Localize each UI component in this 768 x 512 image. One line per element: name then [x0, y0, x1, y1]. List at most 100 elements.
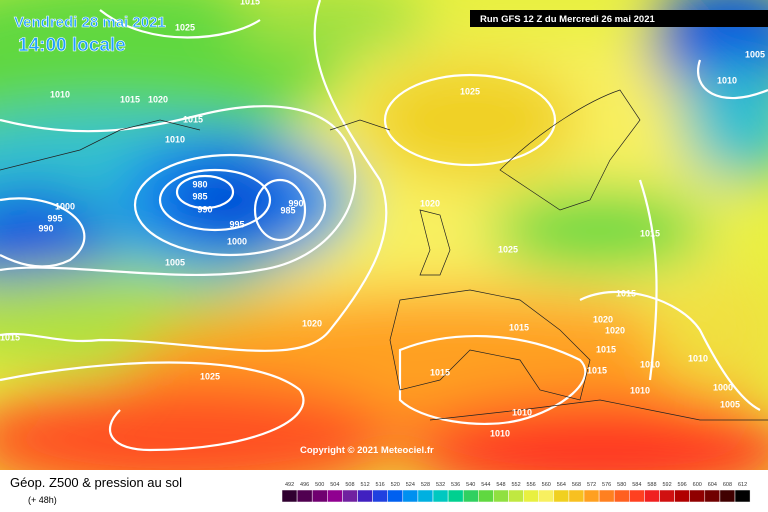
scale-label: 500 [315, 482, 324, 488]
scale-label: 496 [300, 482, 309, 488]
isobar-label: 985 [192, 191, 207, 201]
isobar-label: 1015 [616, 288, 636, 298]
scale-label: 556 [527, 482, 536, 488]
isobar-label: 1005 [165, 257, 185, 267]
isobar-label: 990 [38, 223, 53, 233]
coastlines [0, 89, 768, 421]
isobar-label: 1010 [630, 385, 650, 395]
isobar-label: 985 [280, 205, 295, 215]
scale-label: 504 [330, 482, 339, 488]
scale-label: 536 [451, 482, 460, 488]
scale-label: 608 [723, 482, 732, 488]
scale-label: 560 [542, 482, 551, 488]
scale-label: 520 [391, 482, 400, 488]
scale-swatch [372, 489, 388, 503]
scale-label: 512 [360, 482, 369, 488]
valid-date: Vendredi 28 mai 2021 [14, 14, 166, 31]
isobar-label: 1005 [745, 49, 765, 59]
scale-swatch [568, 489, 585, 503]
isobar-label: 1015 [596, 344, 616, 354]
isobar-label: 1000 [713, 382, 733, 392]
isobar-label: 1015 [509, 322, 529, 332]
scale-label: 552 [511, 482, 520, 488]
isobar-label: 1015 [0, 332, 20, 342]
scale-label: 544 [481, 482, 490, 488]
scale-swatch [629, 489, 645, 503]
isobar-label: 980 [192, 179, 207, 189]
isobar-label: 1005 [720, 399, 740, 409]
run-info: Run GFS 12 Z du Mercredi 26 mai 2021 [480, 14, 655, 25]
scale-label: 548 [496, 482, 505, 488]
scale-label: 584 [632, 482, 641, 488]
scale-label: 568 [572, 482, 581, 488]
scale-swatch [432, 489, 449, 503]
scale-swatch [387, 489, 404, 503]
color-scale: 492 496 500 504 508 512 516 520 524 528 532 536 540 5… [281, 482, 751, 503]
scale-swatch [704, 489, 721, 503]
scale-swatch [689, 489, 706, 503]
isobar-label: 995 [229, 219, 244, 229]
isobar-label: 1020 [593, 314, 613, 324]
isobar-label: 1025 [200, 371, 220, 381]
isobar-label: 1010 [640, 359, 660, 369]
scale-swatch [311, 489, 328, 503]
scale-label: 572 [587, 482, 596, 488]
isobar-label: 1020 [605, 325, 625, 335]
isobar-label: 1010 [165, 134, 185, 144]
scale-swatch [583, 489, 600, 503]
isobar-label: 1025 [460, 86, 480, 96]
scale-swatch [342, 489, 358, 503]
scale-swatch [327, 489, 343, 503]
isobar-label: 1020 [148, 94, 168, 104]
isobar-label: 1000 [55, 201, 75, 211]
scale-swatch [644, 489, 660, 503]
isobar-label: 990 [197, 204, 212, 214]
scale-swatch [357, 489, 373, 503]
scale-swatch [598, 489, 615, 503]
scale-label: 596 [678, 482, 687, 488]
isobar-label: 1010 [512, 407, 532, 417]
scale-swatch [402, 489, 419, 503]
valid-time: 14:00 locale [18, 35, 126, 56]
scale-swatch [447, 489, 464, 503]
isobar-label: 1015 [183, 114, 203, 124]
scale-swatch [478, 489, 494, 503]
scale-label: 516 [376, 482, 385, 488]
isobar-label: 995 [47, 213, 62, 223]
isobar-label: 1015 [640, 228, 660, 238]
scale-label: 528 [421, 482, 430, 488]
scale-label: 492 [285, 482, 294, 488]
isobar-label: 1015 [120, 94, 140, 104]
scale-swatch [508, 489, 524, 503]
scale-swatch [523, 489, 539, 503]
isobars [0, 0, 768, 452]
scale-swatch [613, 489, 630, 503]
isobar-label: 1025 [175, 22, 195, 32]
isobar-label: 1010 [50, 89, 70, 99]
isobar-label: 1010 [490, 428, 510, 438]
isobar-label: 1025 [498, 244, 518, 254]
scale-label: 524 [406, 482, 415, 488]
copyright: Copyright © 2021 Meteociel.fr [300, 445, 434, 456]
scale-swatch [281, 489, 298, 503]
scale-swatch [462, 489, 479, 503]
scale-label: 508 [345, 482, 354, 488]
scale-label: 604 [708, 482, 717, 488]
scale-swatch [659, 489, 675, 503]
isobar-label: 990 [288, 198, 303, 208]
scale-label: 612 [738, 482, 747, 488]
scale-label: 592 [662, 482, 671, 488]
scale-swatch [538, 489, 555, 503]
scale-swatch [296, 489, 313, 503]
isobar-label: 1020 [420, 198, 440, 208]
scale-label: 540 [466, 482, 475, 488]
lead-time: (+ 48h) [28, 495, 57, 505]
isobar-label: 1015 [240, 0, 260, 6]
isobar-label: 1015 [587, 365, 607, 375]
scale-swatch [493, 489, 509, 503]
scale-swatch [734, 489, 751, 503]
footer-title: Géop. Z500 & pression au sol [10, 475, 182, 490]
isobar-label: 1010 [688, 353, 708, 363]
